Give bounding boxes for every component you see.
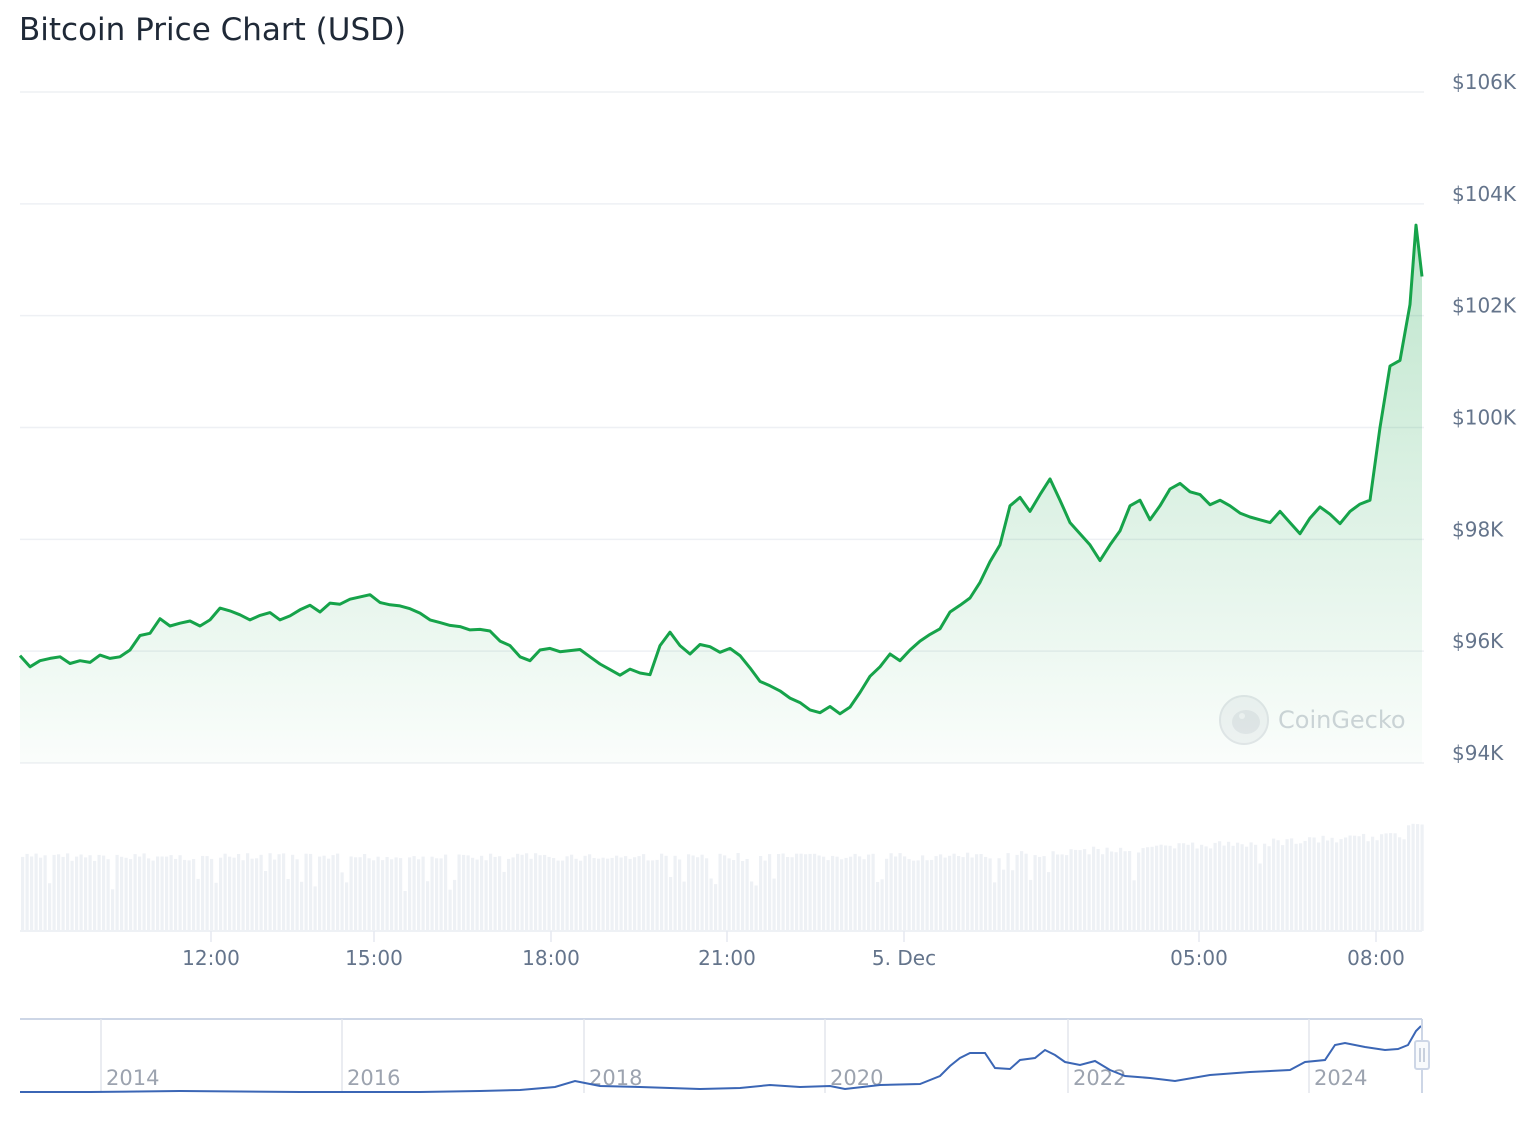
y-tick-label: $98K bbox=[1452, 517, 1504, 541]
navigator-year-label: 2014 bbox=[106, 1066, 159, 1090]
price-line[interactable] bbox=[18, 223, 1424, 716]
x-tick-label: 12:00 bbox=[182, 946, 240, 970]
chart-title: Bitcoin Price Chart (USD) bbox=[19, 12, 407, 48]
volume-bars bbox=[21, 823, 1424, 931]
navigator-year-label: 2016 bbox=[347, 1066, 400, 1090]
x-tick-label: 15:00 bbox=[345, 946, 403, 970]
y-tick-label: $96K bbox=[1452, 629, 1504, 653]
x-axis-labels: 12:00 15:00 18:00 21:00 5. Dec 05:00 08:00 bbox=[182, 931, 1405, 970]
y-tick-label: $104K bbox=[1452, 182, 1517, 206]
navigator-year-label: 2024 bbox=[1314, 1066, 1367, 1090]
x-tick-label: 08:00 bbox=[1347, 946, 1405, 970]
navigator[interactable]: 2014 2016 2018 2020 2022 2024 bbox=[20, 1018, 1430, 1093]
x-tick-label: 05:00 bbox=[1170, 946, 1228, 970]
price-area bbox=[20, 225, 1422, 764]
navigator-year-label: 2022 bbox=[1073, 1066, 1126, 1090]
y-tick-label: $100K bbox=[1452, 406, 1517, 430]
x-tick-label: 21:00 bbox=[698, 946, 756, 970]
navigator-handle[interactable] bbox=[1414, 1040, 1430, 1070]
x-tick-label: 5. Dec bbox=[872, 946, 936, 970]
y-tick-label: $106K bbox=[1452, 70, 1517, 94]
y-tick-label: $102K bbox=[1452, 294, 1517, 318]
y-axis-labels: $94K $96K $98K $100K $102K $104K $106K bbox=[1452, 70, 1517, 765]
y-tick-label: $94K bbox=[1452, 741, 1504, 765]
x-tick-label: 18:00 bbox=[522, 946, 580, 970]
navigator-line bbox=[20, 1025, 1422, 1093]
